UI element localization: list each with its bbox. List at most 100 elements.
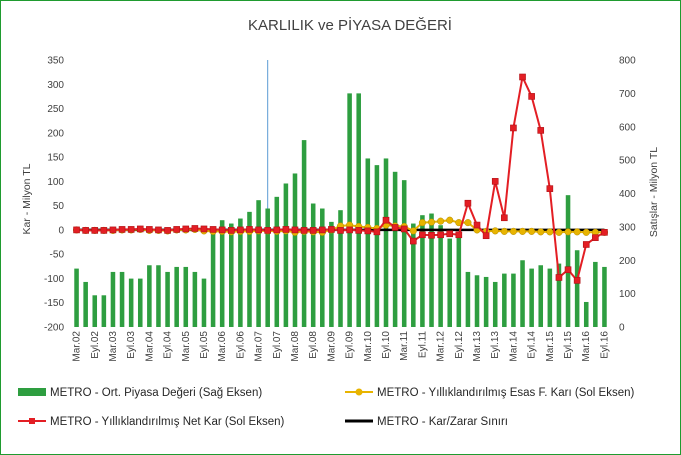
ebit-marker	[546, 228, 554, 236]
net-profit-marker	[601, 229, 608, 236]
net-profit-marker	[391, 224, 399, 231]
y-right-tick-label: 700	[619, 89, 636, 100]
y-left-tick-label: 350	[47, 56, 64, 67]
bar	[292, 173, 298, 327]
bar	[74, 268, 79, 327]
legend-marker	[29, 418, 35, 424]
bar	[474, 275, 480, 327]
bar	[183, 266, 189, 327]
bar	[547, 268, 553, 327]
y-right-tick-label: 200	[619, 256, 636, 267]
x-tick-label: Mar.02	[72, 331, 83, 362]
bar	[565, 195, 571, 327]
net-profit-marker	[501, 214, 508, 222]
legend-label: METRO - Kar/Zarar Sınırı	[377, 416, 508, 428]
net-profit-marker	[227, 227, 235, 234]
bar	[602, 266, 607, 327]
legend-marker	[355, 388, 363, 396]
bar	[320, 208, 325, 327]
net-profit-marker	[582, 241, 590, 248]
net-profit-marker	[300, 227, 308, 234]
x-tick-label: Mar.15	[545, 331, 556, 362]
net-profit-marker	[328, 226, 335, 233]
chart-title: KARLILIK ve PİYASA DEĞERİ	[248, 16, 452, 34]
y-left-tick-label: -100	[44, 274, 64, 285]
net-profit-marker	[528, 93, 535, 100]
bar	[456, 236, 462, 327]
net-profit-marker	[200, 225, 208, 233]
bar	[238, 218, 243, 327]
net-profit-marker	[592, 234, 599, 241]
bar	[411, 223, 416, 327]
net-profit-marker	[109, 226, 117, 234]
ebit-marker	[427, 218, 436, 226]
y-right-tick-label: 0	[619, 323, 625, 334]
net-profit-marker	[455, 231, 463, 239]
y-right-tick-label: 100	[619, 289, 636, 300]
y-axis-right-title: Satışlar - Milyon TL	[648, 147, 660, 237]
x-tick-label: Eyl.07	[272, 331, 283, 359]
bar	[156, 265, 161, 327]
bar	[247, 211, 252, 327]
ebit-marker	[537, 228, 545, 236]
bar	[229, 223, 234, 327]
bar	[483, 276, 489, 327]
bar	[256, 200, 261, 327]
net-profit-marker	[519, 73, 526, 81]
legend-label: METRO - Yıllıklandırılmış Esas F. Karı (…	[377, 387, 634, 399]
bar	[511, 273, 516, 327]
net-profit-marker	[273, 226, 281, 234]
bar	[265, 208, 270, 327]
net-profit-marker	[382, 216, 390, 224]
y-left-tick-label: 50	[53, 201, 65, 212]
y-left-tick-label: 0	[58, 225, 64, 236]
bar	[128, 278, 134, 327]
net-profit-marker	[400, 225, 408, 233]
ebit-marker	[437, 217, 445, 225]
net-profit-marker	[446, 230, 454, 238]
net-profit-marker	[182, 225, 190, 233]
bar	[165, 271, 170, 327]
y-right-tick-label: 500	[619, 156, 636, 167]
x-tick-label: Mar.12	[436, 331, 447, 362]
ebit-marker	[518, 227, 527, 235]
x-tick-label: Eyl.15	[563, 331, 574, 359]
ebit-marker	[509, 227, 517, 235]
net-profit-marker	[564, 266, 572, 274]
net-profit-marker	[437, 231, 444, 239]
bar	[192, 271, 198, 327]
bar	[201, 278, 207, 327]
x-tick-label: Eyl.14	[527, 331, 538, 359]
x-tick-label: Mar.11	[399, 331, 410, 361]
y-left-tick-label: 300	[47, 80, 64, 91]
x-tick-label: Eyl.10	[381, 331, 392, 359]
bar	[147, 265, 152, 327]
net-profit-marker	[282, 226, 290, 233]
x-tick-label: Mar.07	[254, 331, 265, 362]
y-left-tick-label: 150	[47, 153, 64, 164]
bar	[83, 281, 88, 327]
x-tick-label: Mar.16	[581, 331, 592, 362]
net-profit-marker	[155, 226, 162, 234]
bar	[210, 230, 216, 327]
ebit-marker	[528, 227, 536, 235]
x-tick-label: Eyl.12	[454, 331, 465, 359]
net-profit-marker	[209, 226, 217, 233]
x-tick-label: Mar.13	[472, 331, 483, 362]
x-tick-label: Mar.04	[144, 331, 155, 362]
ebit-marker	[418, 219, 426, 227]
net-profit-marker	[118, 226, 126, 233]
y-right-tick-label: 800	[619, 56, 636, 67]
bar	[520, 260, 525, 327]
net-profit-marker	[473, 221, 481, 229]
bar	[438, 225, 443, 327]
y-left-tick-label: 250	[47, 104, 64, 115]
net-profit-marker	[428, 231, 435, 239]
y-axis-left-title: Kar - Milyon TL	[21, 163, 33, 234]
net-profit-marker	[491, 178, 499, 185]
x-tick-label: Mar.03	[108, 331, 119, 362]
x-tick-label: Eyl.03	[126, 331, 137, 359]
x-tick-label: Mar.08	[290, 331, 301, 362]
x-tick-label: Eyl.02	[90, 331, 101, 359]
